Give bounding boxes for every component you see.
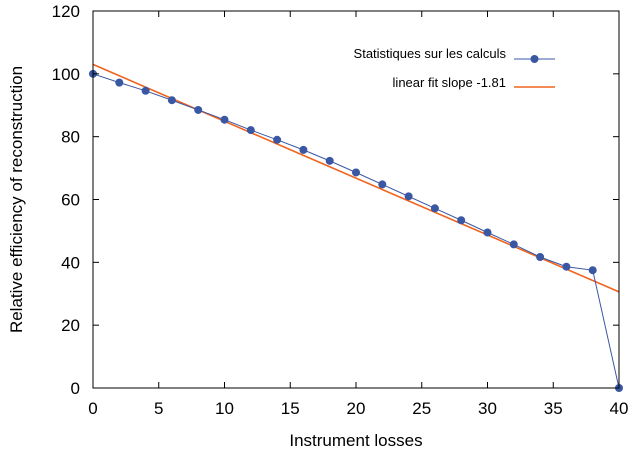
data-point (352, 168, 360, 177)
data-point (378, 180, 387, 189)
plot-frame (92, 10, 620, 389)
data-point (325, 156, 334, 165)
x-tick-label: 25 (412, 399, 431, 418)
y-tick-label: 60 (61, 191, 80, 210)
x-axis-title: Instrument losses (289, 431, 422, 450)
data-point (457, 216, 466, 225)
data-point (430, 204, 439, 213)
y-tick-labels: 0 20 40 60 80 100 120 (52, 2, 80, 398)
data-point (299, 145, 308, 154)
data-point (483, 228, 492, 237)
series-line-linear-fit (92, 63, 620, 293)
x-tick-label: 30 (478, 399, 497, 418)
x-tick-label: 20 (347, 399, 366, 418)
y-tick-label: 80 (61, 128, 80, 147)
series-line-statistiques (92, 73, 620, 389)
x-tick-labels: 0 5 10 15 20 25 30 35 40 (88, 399, 628, 418)
data-point (115, 78, 124, 87)
x-tick-label: 35 (544, 399, 563, 418)
x-tick-label: 5 (154, 399, 163, 418)
data-point (246, 126, 255, 135)
data-point (509, 240, 518, 249)
data-point (141, 86, 150, 95)
legend: Statistiques sur les calculs linear fit … (354, 46, 555, 90)
x-tick-label: 0 (88, 399, 97, 418)
data-point (562, 262, 571, 271)
data-point (588, 266, 597, 275)
y-tick-label: 120 (52, 2, 80, 21)
x-tick-label: 15 (281, 399, 300, 418)
x-tick-label: 40 (610, 399, 629, 418)
y-tick-label: 40 (61, 253, 80, 272)
legend-label-linear-fit: linear fit slope -1.81 (393, 75, 506, 90)
data-point (220, 115, 229, 124)
data-point (404, 192, 413, 201)
y-axis-title: Relative efficiency of reconstruction (7, 66, 26, 333)
data-point (194, 105, 203, 114)
x-tick-label: 10 (215, 399, 234, 418)
data-point (536, 252, 545, 261)
legend-marker-statistiques (530, 55, 539, 63)
y-tick-label: 100 (52, 65, 80, 84)
data-point (167, 96, 176, 105)
axis-ticks (92, 10, 620, 389)
data-point (273, 135, 282, 144)
y-tick-label: 20 (61, 316, 80, 335)
legend-label-statistiques: Statistiques sur les calculs (354, 46, 507, 61)
series-layer (89, 63, 623, 392)
y-tick-label: 0 (71, 379, 80, 398)
